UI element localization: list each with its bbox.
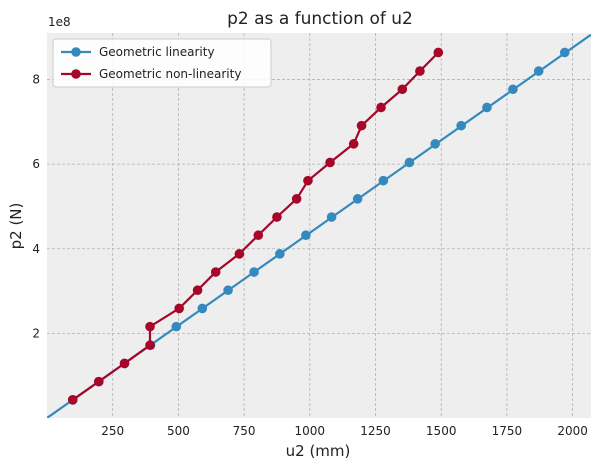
data-point [253, 230, 264, 241]
data-point [145, 340, 155, 351]
data-point [508, 84, 518, 95]
x-tick-label: 500 [167, 424, 190, 438]
x-tick-label: 1000 [295, 424, 326, 438]
data-point [533, 66, 544, 76]
data-point [174, 303, 184, 314]
tick-labels: 250 500 750 1000 1250 1500 1750 2000 2 4 6 8 [32, 73, 588, 438]
plot-clip-group [47, 33, 591, 418]
data-point [210, 267, 221, 277]
data-point [67, 395, 78, 405]
data-layer [47, 33, 591, 418]
y-axis-label: p2 (N) [7, 203, 25, 250]
data-point [352, 194, 363, 204]
data-point [291, 194, 302, 204]
y-tick-label: 2 [32, 326, 40, 340]
data-point [326, 212, 337, 222]
chart-title: p2 as a function of u2 [227, 9, 413, 29]
data-point [234, 249, 245, 259]
y-tick-label: 6 [32, 157, 40, 171]
data-point [397, 84, 408, 95]
y-tick-label: 4 [32, 242, 40, 256]
x-tick-label: 1750 [492, 424, 523, 438]
legend-entry: Geometric linearity [99, 45, 215, 59]
data-point [119, 358, 130, 369]
data-point [415, 66, 425, 76]
data-point [93, 376, 104, 387]
y-offset-label: 1e8 [48, 15, 71, 29]
data-point [275, 249, 285, 259]
data-point [197, 303, 208, 314]
data-point [272, 212, 282, 222]
legend: Geometric linearity Geometric non-lineari… [52, 38, 272, 88]
data-point [456, 120, 466, 131]
data-point [433, 47, 444, 58]
data-point [192, 285, 203, 296]
data-point [303, 175, 313, 186]
y-tick-label: 8 [32, 73, 40, 87]
legend-marker [71, 47, 81, 57]
data-point [301, 230, 311, 241]
series-1 [67, 47, 444, 405]
data-point [325, 157, 335, 168]
data-point [145, 321, 155, 332]
grid [47, 33, 591, 418]
data-point [348, 139, 359, 149]
x-tick-label: 1250 [360, 424, 391, 438]
data-point [249, 267, 259, 277]
data-point [356, 120, 367, 131]
legend-entry: Geometric non-linearity [99, 67, 241, 81]
data-point [171, 321, 182, 332]
x-tick-label: 2000 [557, 424, 588, 438]
x-tick-label: 1500 [426, 424, 457, 438]
x-tick-label: 250 [101, 424, 124, 438]
data-point [378, 175, 389, 186]
legend-box [52, 38, 272, 88]
data-point [223, 285, 233, 296]
data-point [376, 102, 386, 113]
data-point [482, 102, 492, 113]
data-point [430, 139, 440, 149]
data-point [404, 157, 415, 168]
data-point [559, 47, 570, 58]
x-tick-label: 750 [233, 424, 256, 438]
x-axis-label: u2 (mm) [286, 442, 351, 460]
legend-marker [71, 69, 81, 79]
